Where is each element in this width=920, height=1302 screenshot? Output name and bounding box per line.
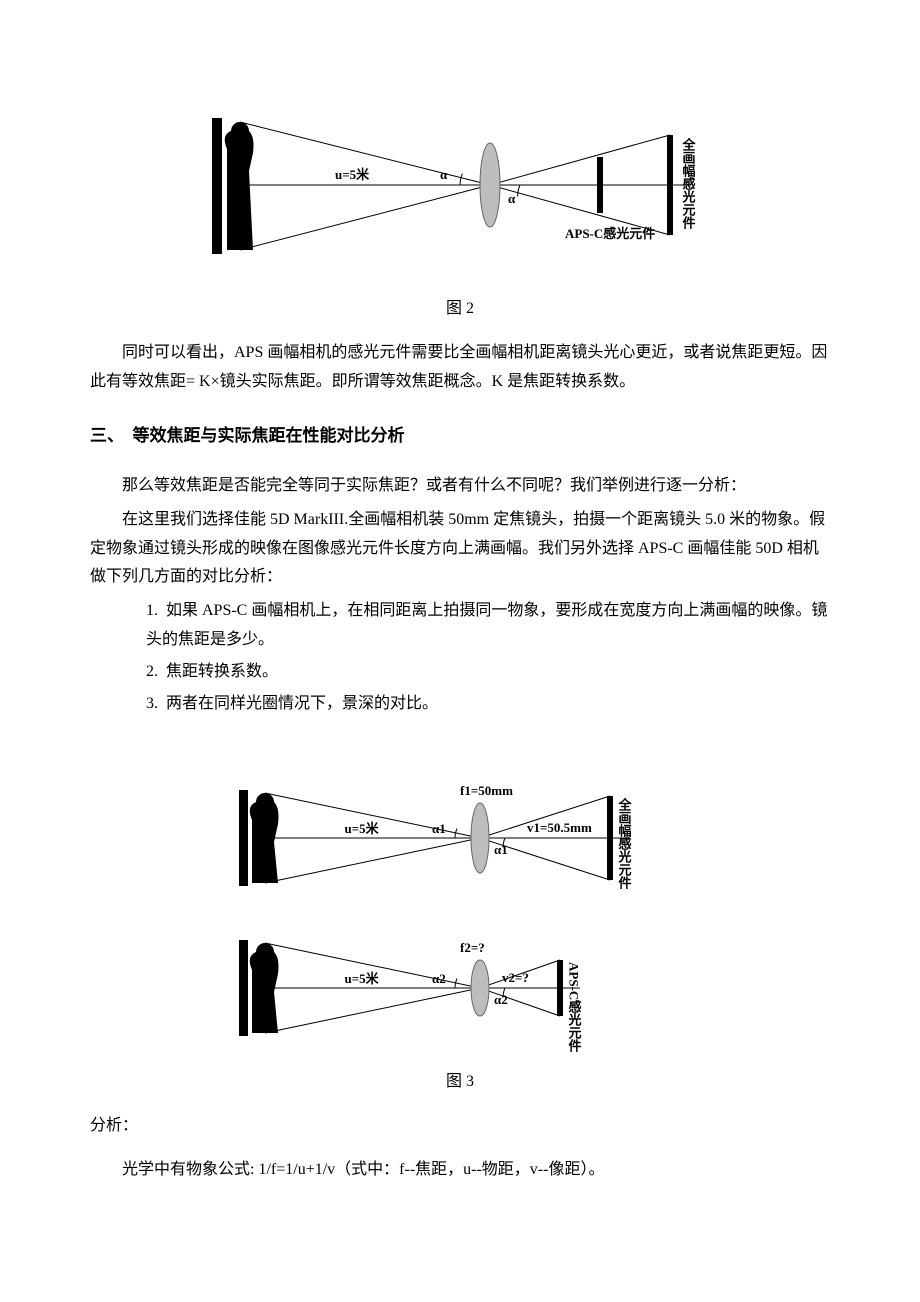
paragraph-after-fig2: 同时可以看出，APS 画幅相机的感光元件需要比全画幅相机距离镜头光心更近，或者说… — [90, 339, 830, 397]
svg-text:APS-C感光元件: APS-C感光元件 — [567, 962, 583, 1053]
svg-text:v1=50.5mm: v1=50.5mm — [527, 820, 592, 835]
list-num: 3. — [146, 695, 166, 712]
figure-2-diagram: u=5米 α α APS-C感光元件 全画幅感光元件 — [90, 90, 830, 280]
list-item: 1. 如果 APS-C 画幅相机上，在相同距离上拍摄同一物象，要形成在宽度方向上… — [146, 597, 830, 655]
svg-text:u=5米: u=5米 — [345, 821, 380, 836]
list-num: 2. — [146, 663, 166, 680]
figure-2-svg: u=5米 α α APS-C感光元件 全画幅感光元件 — [200, 90, 720, 280]
svg-text:f1=50mm: f1=50mm — [460, 783, 513, 798]
svg-text:α1: α1 — [494, 842, 508, 857]
svg-text:APS-C感光元件: APS-C感光元件 — [565, 226, 655, 241]
list-item: 3. 两者在同样光圈情况下，景深的对比。 — [146, 690, 830, 719]
svg-text:v2=?: v2=? — [502, 970, 529, 985]
figure-3-caption: 图 3 — [90, 1068, 830, 1097]
svg-text:α: α — [508, 191, 516, 206]
svg-text:f2=?: f2=? — [460, 940, 485, 955]
optics-formula: 光学中有物象公式: 1/f=1/u+1/v（式中：f--焦距，u--物距，v--… — [90, 1156, 830, 1185]
list-text: 两者在同样光圈情况下，景深的对比。 — [166, 695, 438, 712]
list-num: 1. — [146, 602, 166, 619]
svg-text:α: α — [440, 167, 448, 182]
svg-text:全画幅感光元件: 全画幅感光元件 — [681, 137, 697, 230]
analysis-label: 分析： — [90, 1112, 830, 1141]
figure-3-diagram: u=5米 α1 α1 f1=50mm v1=50.5mm 全画幅感光元件 u=5米 α2 α2… — [90, 768, 830, 1053]
svg-text:α2: α2 — [432, 971, 446, 986]
section-3-p1: 那么等效焦距是否能完全等同于实际焦距？或者有什么不同呢？我们举例进行逐一分析： — [90, 472, 830, 501]
list-text: 焦距转换系数。 — [166, 663, 278, 680]
svg-text:α1: α1 — [432, 821, 446, 836]
svg-text:u=5米: u=5米 — [335, 167, 370, 182]
svg-text:α2: α2 — [494, 992, 508, 1007]
list-item: 2. 焦距转换系数。 — [146, 658, 830, 687]
svg-text:u=5米: u=5米 — [345, 971, 380, 986]
figure-2-caption: 图 2 — [90, 295, 830, 324]
svg-text:全画幅感光元件: 全画幅感光元件 — [617, 798, 633, 891]
figure-3-top-svg: u=5米 α1 α1 f1=50mm v1=50.5mm 全画幅感光元件 — [230, 768, 690, 903]
section-3-p2: 在这里我们选择佳能 5D MarkIII.全画幅相机装 50mm 定焦镜头，拍摄… — [90, 506, 830, 592]
figure-3-bot-svg: u=5米 α2 α2 f2=? v2=? APS-C感光元件 — [230, 918, 690, 1053]
section-3-heading: 三、 等效焦距与实际焦距在性能对比分析 — [90, 421, 830, 452]
list-text: 如果 APS-C 画幅相机上，在相同距离上拍摄同一物象，要形成在宽度方向上满画幅… — [146, 602, 827, 648]
section-3-list: 1. 如果 APS-C 画幅相机上，在相同距离上拍摄同一物象，要形成在宽度方向上… — [146, 597, 830, 718]
